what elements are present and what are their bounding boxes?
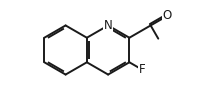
Text: F: F: [139, 63, 146, 76]
Text: N: N: [104, 19, 112, 32]
Text: O: O: [163, 9, 172, 22]
